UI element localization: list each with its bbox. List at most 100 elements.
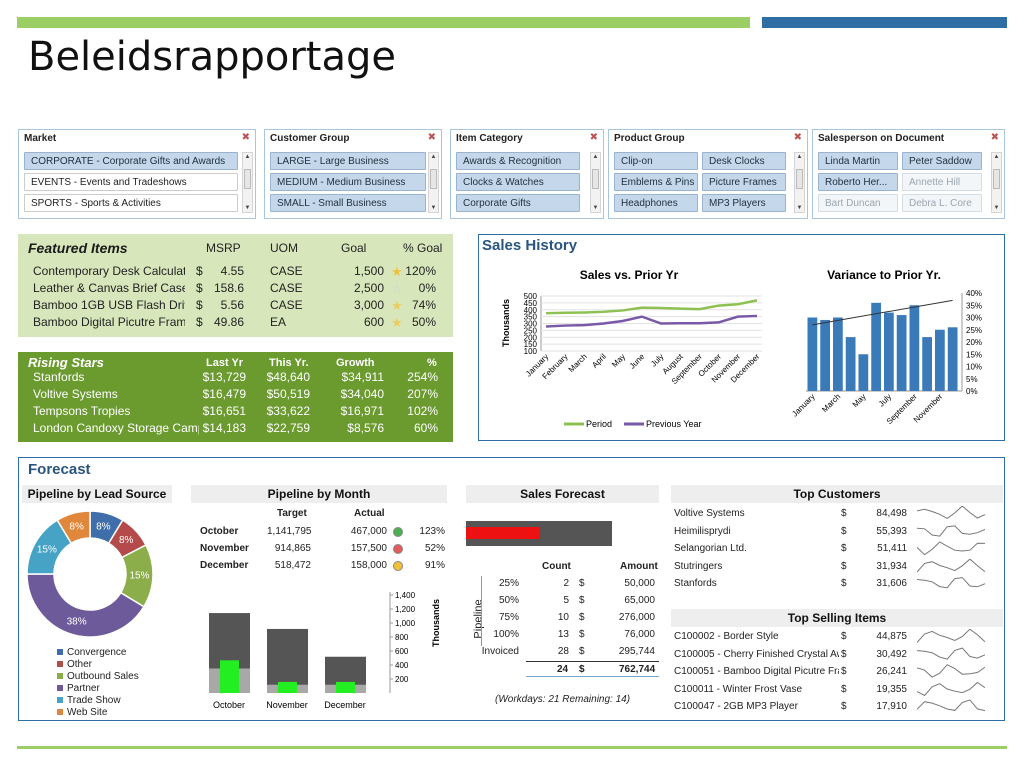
slicer-item[interactable]: Clocks & Watches xyxy=(456,173,580,191)
slicer-item[interactable]: Corporate Gifts xyxy=(456,194,580,212)
slicer-scrollbar[interactable]: ▲ ▼ xyxy=(794,152,805,213)
slicer-item[interactable]: EVENTS - Events and Tradeshows xyxy=(24,173,238,191)
rising-pct: 207% xyxy=(407,387,438,401)
featured-currency: $ xyxy=(196,281,203,295)
star-icon: ★ xyxy=(391,315,403,330)
slicer-item[interactable]: Roberto Her... xyxy=(818,173,898,191)
scroll-thumb[interactable] xyxy=(993,169,1000,189)
slicer-item[interactable]: Debra L. Core xyxy=(902,194,982,212)
sales-forecast-title: Sales Forecast xyxy=(466,485,659,503)
featured-pct-goal: 50% xyxy=(411,315,436,329)
variance-bar xyxy=(909,305,920,391)
sf-row-cur: $ xyxy=(579,629,585,640)
slicer-item[interactable]: MEDIUM - Medium Business xyxy=(270,173,426,191)
slicer-scrollbar[interactable]: ▲ ▼ xyxy=(590,152,601,213)
featured-currency: $ xyxy=(196,315,203,329)
clear-filter-icon[interactable]: ✖ xyxy=(990,132,999,143)
sf-row-count: 13 xyxy=(557,629,569,640)
slicer-item[interactable]: Picture Frames xyxy=(702,173,786,191)
slicer-title: Customer Group xyxy=(270,133,350,144)
featured-msrp: 49.86 xyxy=(214,315,244,329)
sf-row-cur: $ xyxy=(579,612,585,623)
featured-row: Contemporary Desk Calculat $4.55 CASE 1,500… xyxy=(18,264,453,281)
variance-bar xyxy=(871,302,881,391)
slicer-item[interactable]: Awards & Recognition xyxy=(456,152,580,170)
line-chart-ytick: 450 xyxy=(524,299,538,308)
slicer-item[interactable]: Clip-on xyxy=(614,152,698,170)
slicer-item[interactable]: LARGE - Large Business xyxy=(270,152,426,170)
slicer-item[interactable]: Peter Saddow xyxy=(902,152,982,170)
item-name: C100051 - Bamboo Digital Picutre Fra xyxy=(674,666,839,677)
scroll-down-icon[interactable]: ▼ xyxy=(796,205,803,211)
scroll-down-icon[interactable]: ▼ xyxy=(592,205,599,211)
donut-slice-label: 8% xyxy=(96,521,111,532)
clear-filter-icon[interactable]: ✖ xyxy=(793,132,802,143)
scroll-up-icon[interactable]: ▲ xyxy=(993,154,1000,160)
slicer-market: Market ✖ CORPORATE - Corporate Gifts and A… xyxy=(18,129,256,219)
scroll-thumb[interactable] xyxy=(430,169,437,189)
slicer-item[interactable]: Desk Clocks xyxy=(702,152,786,170)
slicer-item[interactable]: MP3 Players xyxy=(702,194,786,212)
scroll-thumb[interactable] xyxy=(796,169,803,189)
variance-trendline xyxy=(812,299,953,326)
sf-row-amount: 65,000 xyxy=(624,595,655,606)
slicer-scrollbar[interactable]: ▲ ▼ xyxy=(428,152,439,213)
featured-row: Bamboo 1GB USB Flash Drive $5.56 CASE 3,000… xyxy=(18,298,453,315)
scroll-up-icon[interactable]: ▲ xyxy=(796,154,803,160)
rising-name: Voltive Systems xyxy=(33,387,118,401)
scroll-thumb[interactable] xyxy=(244,169,251,189)
slicer-item[interactable]: CORPORATE - Corporate Gifts and Awards xyxy=(24,152,238,170)
rising-this-yr: $22,759 xyxy=(266,421,310,435)
footer-accent-line xyxy=(17,746,1007,749)
slicer-item[interactable]: Annette Hill xyxy=(902,173,982,191)
item-amount: 17,910 xyxy=(876,701,907,712)
month-actual: 157,500 xyxy=(350,543,387,554)
sf-pipeline-divider xyxy=(481,576,482,646)
slicer-customer-group: Customer Group ✖ LARGE - Large Business MED… xyxy=(264,129,442,219)
currency-symbol: $ xyxy=(841,508,847,519)
slicer-item[interactable]: SPORTS - Sports & Activities xyxy=(24,194,238,212)
scroll-up-icon[interactable]: ▲ xyxy=(592,154,599,160)
month-bar-label: November xyxy=(266,700,308,710)
clear-filter-icon[interactable]: ✖ xyxy=(589,132,598,143)
rising-title: Rising Stars xyxy=(28,355,104,370)
slicer-item[interactable]: Linda Martin xyxy=(818,152,898,170)
sf-row-label: 100% xyxy=(493,629,519,640)
rising-pct: 254% xyxy=(407,370,438,384)
featured-pct-goal: 120% xyxy=(405,264,436,278)
slicer-item[interactable]: Headphones xyxy=(614,194,698,212)
sf-row-count: 28 xyxy=(557,646,569,657)
slicer-item[interactable]: Bart Duncan xyxy=(818,194,898,212)
featured-items-panel: Featured Items MSRP UOM Goal % Goal Cont… xyxy=(18,234,453,337)
slicer-item[interactable]: Emblems & Pins xyxy=(614,173,698,191)
sf-row-label: 50% xyxy=(498,595,519,606)
line-chart-ytick: 350 xyxy=(524,313,538,322)
slicer-item[interactable]: SMALL - Small Business xyxy=(270,194,426,212)
month-target: 518,472 xyxy=(274,560,311,571)
sales-history-charts: Sales vs. Prior YrThousands1001502002503… xyxy=(501,268,982,429)
featured-item-name: Leather & Canvas Brief Case xyxy=(33,281,185,295)
currency-symbol: $ xyxy=(841,578,847,589)
slicer-scrollbar[interactable]: ▲ ▼ xyxy=(991,152,1002,213)
clear-filter-icon[interactable]: ✖ xyxy=(241,132,250,143)
slicer-scrollbar[interactable]: ▲ ▼ xyxy=(242,152,253,213)
scroll-up-icon[interactable]: ▲ xyxy=(244,154,251,160)
slicer-items: Awards & Recognition Clocks & Watches Corp… xyxy=(456,152,587,214)
scroll-up-icon[interactable]: ▲ xyxy=(430,154,437,160)
scroll-thumb[interactable] xyxy=(592,169,599,189)
forecast-title: Forecast xyxy=(28,461,91,478)
bar-chart-ytick: 20% xyxy=(966,338,982,347)
prior-year-series-line xyxy=(545,314,758,328)
line-chart-ytick: 250 xyxy=(524,326,538,335)
customer-amount: 51,411 xyxy=(877,543,907,554)
scroll-down-icon[interactable]: ▼ xyxy=(244,205,251,211)
scroll-down-icon[interactable]: ▼ xyxy=(430,205,437,211)
sparkline-path xyxy=(917,524,985,537)
month-chart-ytick: 1,400 xyxy=(395,591,416,600)
scroll-down-icon[interactable]: ▼ xyxy=(993,205,1000,211)
variance-bar xyxy=(845,337,856,391)
sparkline-path xyxy=(917,664,985,678)
period-series-line xyxy=(545,299,758,315)
clear-filter-icon[interactable]: ✖ xyxy=(427,132,436,143)
featured-header-uom: UOM xyxy=(270,241,298,255)
